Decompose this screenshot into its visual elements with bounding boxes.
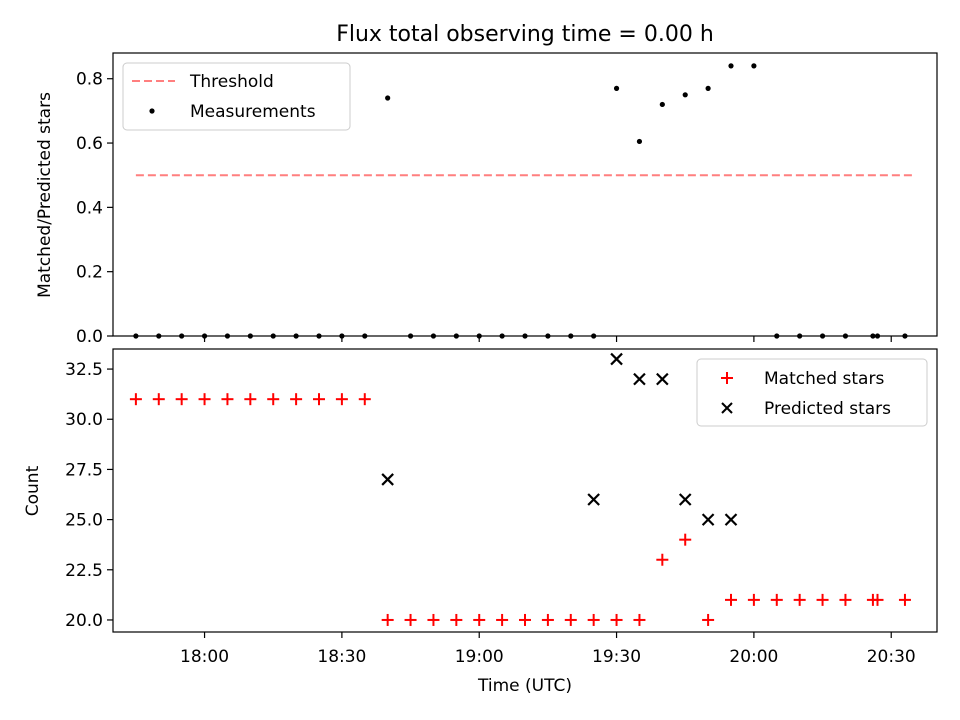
x-tick-label: 20:30 <box>867 647 916 667</box>
measurement-point <box>636 138 643 145</box>
bottom-y-tick-label: 32.5 <box>65 360 103 380</box>
legend-predicted-label: Predicted stars <box>764 399 891 419</box>
count-points <box>129 352 911 626</box>
matched-star-point <box>725 593 737 606</box>
ratio-panel: 0.00.20.40.60.8 Matched/Predicted stars … <box>35 52 938 347</box>
matched-star-point <box>633 613 646 626</box>
bottom-y-tick-label: 25.0 <box>65 511 103 531</box>
top-y-tick-label: 0.0 <box>76 327 103 347</box>
matched-star-point <box>839 593 852 606</box>
matched-star-point <box>473 613 486 626</box>
matched-star-point <box>871 593 884 606</box>
matched-star-point <box>267 393 280 406</box>
matched-star-point <box>656 553 669 566</box>
matched-star-point <box>152 393 165 406</box>
matched-star-point <box>702 613 715 626</box>
matched-star-point <box>898 593 911 606</box>
top-y-tick-label: 0.2 <box>76 263 103 283</box>
matched-star-point <box>450 613 463 626</box>
legend-matched-swatch <box>721 372 733 384</box>
bottom-y-tick-label: 22.5 <box>65 561 103 581</box>
chart-title: Flux total observing time = 0.00 h <box>336 22 714 47</box>
x-tick-label: 19:00 <box>455 647 504 667</box>
matched-star-point <box>770 593 783 606</box>
x-tick-label: 20:00 <box>729 647 778 667</box>
matched-star-point <box>244 393 257 406</box>
matched-star-point <box>427 613 440 626</box>
matched-star-point <box>679 533 692 546</box>
measurement-point <box>751 63 757 69</box>
measurement-point <box>659 101 665 108</box>
predicted-star-point <box>633 372 646 386</box>
matched-star-point <box>610 613 623 626</box>
top-y-tick-label: 0.6 <box>76 134 103 154</box>
bottom-y-tick-label: 20.0 <box>65 611 103 631</box>
top-y-axis-label: Matched/Predicted stars <box>35 92 55 298</box>
matched-star-point <box>313 393 325 406</box>
matched-star-point <box>587 613 600 626</box>
bottom-legend: Matched stars Predicted stars <box>696 358 928 427</box>
matched-star-point <box>129 393 142 406</box>
matched-star-point <box>381 613 394 626</box>
top-y-tick-label: 0.8 <box>76 70 103 90</box>
matched-star-point <box>541 613 554 626</box>
matched-star-point <box>404 613 417 626</box>
count-panel: 20.0 22.5 25.0 27.5 30.0 32.5 18:00 18:30 19:00 1… <box>23 348 938 696</box>
matched-star-point <box>198 393 211 406</box>
x-tick-label: 18:30 <box>317 647 366 667</box>
predicted-star-point <box>724 513 738 526</box>
predicted-star-point <box>678 493 692 506</box>
measurement-point <box>705 85 711 91</box>
measurement-point <box>385 95 391 101</box>
bottom-y-tick-label: 30.0 <box>65 410 103 430</box>
matched-star-point <box>335 393 348 406</box>
matched-star-point <box>496 613 509 626</box>
measurement-point <box>613 85 620 91</box>
matched-star-point <box>358 393 371 406</box>
matched-star-point <box>816 593 829 606</box>
bottom-axes-frame <box>112 348 938 633</box>
legend-measurements-swatch <box>149 108 155 114</box>
matched-star-point <box>793 593 806 606</box>
x-tick-label: 19:30 <box>592 647 641 667</box>
matched-star-point <box>175 393 188 406</box>
predicted-star-point <box>587 493 600 506</box>
matched-star-point <box>290 393 303 406</box>
bottom-y-tick-label: 27.5 <box>65 460 103 480</box>
top-y-tick-label: 0.4 <box>76 198 103 218</box>
matched-star-point <box>747 593 760 606</box>
legend-predicted-swatch <box>721 402 733 414</box>
legend-threshold-label: Threshold <box>189 72 274 92</box>
measurement-point <box>728 63 734 69</box>
predicted-star-point <box>381 473 394 486</box>
measurement-point <box>682 92 688 98</box>
legend-measurements-label: Measurements <box>190 102 316 122</box>
matched-star-point <box>519 613 531 626</box>
matched-star-point <box>221 393 234 406</box>
matched-star-point <box>564 613 577 626</box>
predicted-star-point <box>656 372 669 386</box>
predicted-star-point <box>610 352 623 366</box>
predicted-star-point <box>701 513 715 526</box>
x-axis-label: Time (UTC) <box>477 676 572 696</box>
bottom-y-axis-label: Count <box>23 465 43 516</box>
top-axes-frame <box>112 52 938 337</box>
legend-matched-label: Matched stars <box>764 369 884 389</box>
top-legend: Threshold Measurements <box>122 62 351 131</box>
x-tick-label: 18:00 <box>180 647 229 667</box>
